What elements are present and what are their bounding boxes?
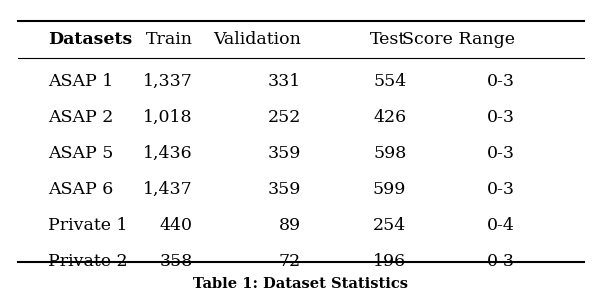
Text: Private 1: Private 1 — [48, 217, 128, 234]
Text: 359: 359 — [268, 181, 301, 198]
Text: ASAP 5: ASAP 5 — [48, 145, 114, 162]
Text: 331: 331 — [268, 73, 301, 90]
Text: 0-3: 0-3 — [486, 181, 515, 198]
Text: 440: 440 — [160, 217, 193, 234]
Text: 196: 196 — [373, 253, 406, 270]
Text: Datasets: Datasets — [48, 31, 132, 48]
Text: ASAP 1: ASAP 1 — [48, 73, 113, 90]
Text: Score Range: Score Range — [402, 31, 515, 48]
Text: ASAP 6: ASAP 6 — [48, 181, 113, 198]
Text: 0-3: 0-3 — [486, 145, 515, 162]
Text: 1,437: 1,437 — [143, 181, 193, 198]
Text: 554: 554 — [373, 73, 406, 90]
Text: 1,337: 1,337 — [143, 73, 193, 90]
Text: 0-4: 0-4 — [487, 217, 515, 234]
Text: 0-3: 0-3 — [486, 73, 515, 90]
Text: Table 1: Dataset Statistics: Table 1: Dataset Statistics — [193, 277, 409, 291]
Text: 89: 89 — [279, 217, 301, 234]
Text: 359: 359 — [268, 145, 301, 162]
Text: 598: 598 — [373, 145, 406, 162]
Text: 254: 254 — [373, 217, 406, 234]
Text: Test: Test — [370, 31, 406, 48]
Text: Private 2: Private 2 — [48, 253, 128, 270]
Text: 1,436: 1,436 — [143, 145, 193, 162]
Text: 599: 599 — [373, 181, 406, 198]
Text: 0-3: 0-3 — [486, 109, 515, 126]
Text: ASAP 2: ASAP 2 — [48, 109, 114, 126]
Text: 1,018: 1,018 — [143, 109, 193, 126]
Text: 0-3: 0-3 — [486, 253, 515, 270]
Text: 252: 252 — [268, 109, 301, 126]
Text: 426: 426 — [373, 109, 406, 126]
Text: 72: 72 — [279, 253, 301, 270]
Text: Validation: Validation — [213, 31, 301, 48]
Text: 358: 358 — [160, 253, 193, 270]
Text: Train: Train — [146, 31, 193, 48]
